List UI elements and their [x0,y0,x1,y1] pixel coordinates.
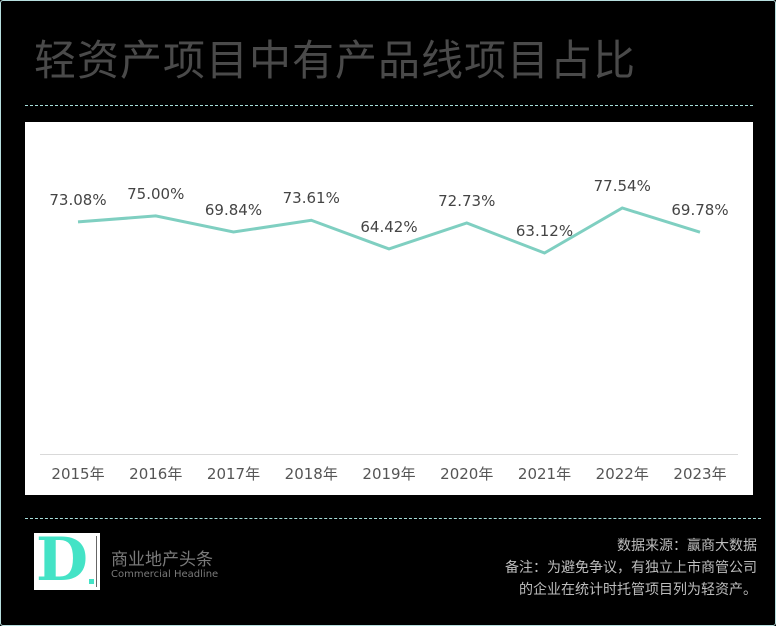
brand-name-cn: 商业地产头条 [111,550,213,570]
x-tick-label: 2016年 [129,465,183,483]
remark-line-2: 的企业在统计时托管项目列为轻资产。 [519,582,757,598]
x-tick-label: 2018年 [284,465,338,483]
data-label: 75.00% [127,184,185,203]
logo-separator [96,536,97,587]
data-label: 73.61% [282,189,340,208]
chart-title: 轻资产项目中有产品线项目占比 [34,36,637,85]
data-label: 73.08% [49,190,107,209]
brand-logo: D [34,529,100,591]
data-label: 72.73% [438,192,496,210]
data-label: 63.12% [515,222,574,240]
title-divider [25,105,753,106]
line-chart [77,206,701,255]
x-tick-label: 2022年 [595,465,649,483]
logo-dot [89,579,94,584]
chart-panel: 73.08% 2015年 75.00% 2016年 69.84% 2017年 73.61% 2… [25,122,753,495]
data-label: 77.54% [593,177,651,195]
footnotes: 数据来源：赢商大数据 备注：为避免争议，有独立上市商管公司 的企业在统计时托管项… [505,535,757,601]
data-source-note: 数据来源：赢商大数据 [617,538,757,554]
x-tick-label: 2015年 [51,465,105,483]
logo-letter: D [36,525,89,595]
remark-line-1: 备注：为避免争议，有独立上市商管公司 [505,560,757,576]
data-label: 69.84% [204,201,263,220]
brand-name-en: Commercial Headline [111,569,219,580]
x-tick-label: 2017年 [206,465,261,483]
data-label: 69.78% [671,201,729,220]
x-tick-label: 2021年 [517,465,572,483]
footer-divider [25,518,761,519]
x-axis-line [40,454,738,455]
x-tick-label: 2019年 [362,465,416,483]
x-tick-label: 2020年 [440,465,494,483]
x-tick-label: 2023年 [673,465,727,483]
data-label: 64.42% [360,217,418,236]
series-line [77,206,701,255]
